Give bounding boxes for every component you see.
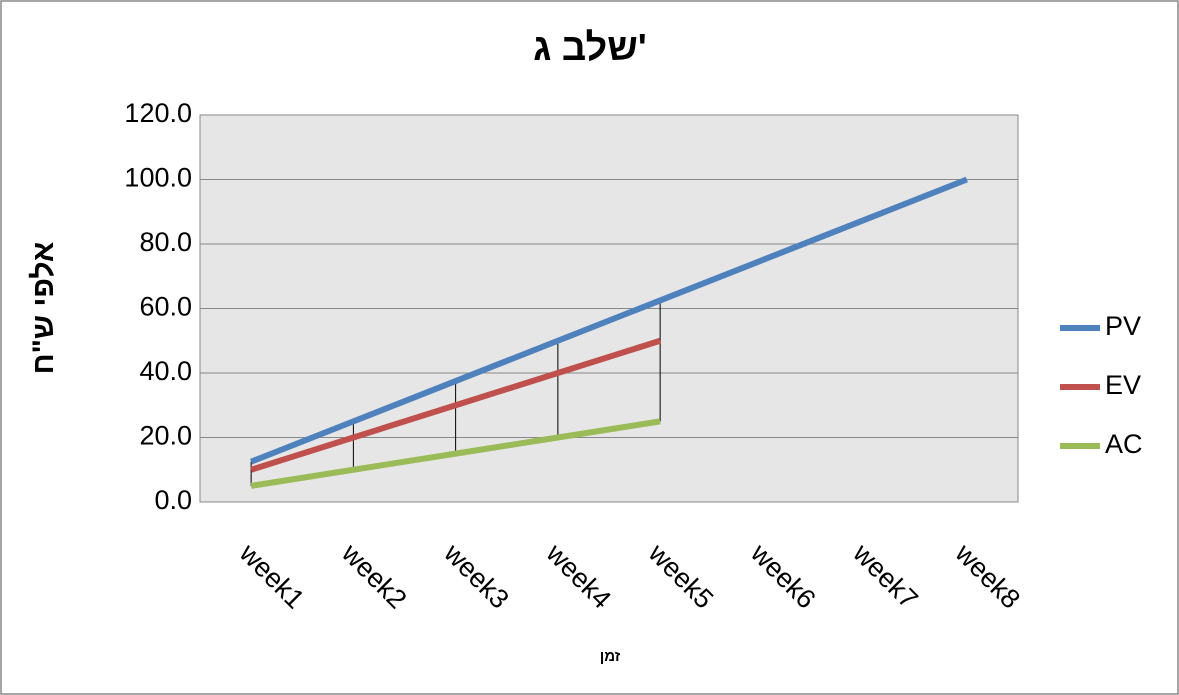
legend-label: PV	[1105, 311, 1141, 341]
series-line	[250, 176, 968, 465]
y-tick-label: 60.0	[139, 292, 192, 322]
series-line	[250, 337, 662, 473]
y-tick-label: 120.0	[124, 98, 192, 128]
y-tick-label: 0.0	[154, 485, 192, 515]
legend-label: AC	[1105, 429, 1143, 459]
series-line	[250, 418, 661, 489]
x-axis-label: זמן	[600, 648, 621, 665]
y-tick-label: 100.0	[124, 163, 192, 193]
y-axis-label: אלפי ש"ח	[27, 242, 60, 375]
y-tick-label: 20.0	[139, 421, 192, 451]
y-tick-label: 40.0	[139, 356, 192, 386]
y-tick-label: 80.0	[139, 227, 192, 257]
chart-title: שלב ג'	[533, 27, 647, 69]
legend-label: EV	[1105, 370, 1141, 400]
